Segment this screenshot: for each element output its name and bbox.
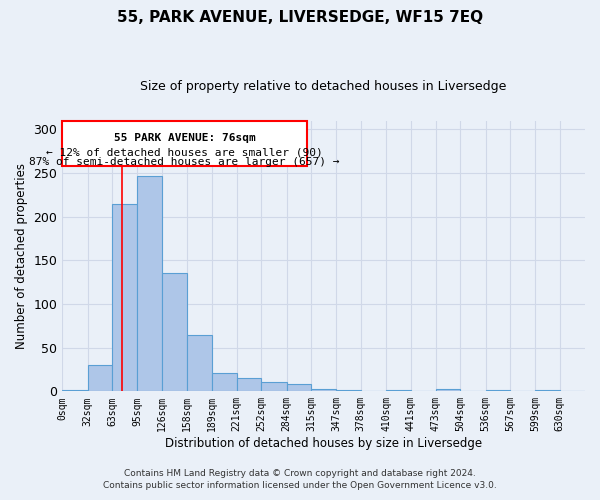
X-axis label: Distribution of detached houses by size in Liversedge: Distribution of detached houses by size …: [165, 437, 482, 450]
Text: ← 12% of detached houses are smaller (90): ← 12% of detached houses are smaller (90…: [46, 147, 323, 157]
Bar: [88, 365, 112, 392]
Bar: [137, 176, 162, 392]
Bar: [287, 384, 311, 392]
Y-axis label: Number of detached properties: Number of detached properties: [15, 163, 28, 349]
Bar: [212, 373, 237, 392]
Bar: [311, 388, 336, 392]
Text: 55, PARK AVENUE, LIVERSEDGE, WF15 7EQ: 55, PARK AVENUE, LIVERSEDGE, WF15 7EQ: [117, 10, 483, 25]
Text: Contains HM Land Registry data © Crown copyright and database right 2024.
Contai: Contains HM Land Registry data © Crown c…: [103, 468, 497, 490]
Bar: [386, 390, 410, 392]
Bar: [187, 334, 212, 392]
Bar: [237, 378, 261, 392]
Title: Size of property relative to detached houses in Liversedge: Size of property relative to detached ho…: [140, 80, 507, 93]
Text: 87% of semi-detached houses are larger (657) →: 87% of semi-detached houses are larger (…: [29, 156, 340, 166]
Bar: [112, 204, 137, 392]
Bar: [485, 390, 510, 392]
FancyBboxPatch shape: [62, 120, 307, 166]
Bar: [436, 388, 460, 392]
Bar: [535, 390, 560, 392]
Text: 55 PARK AVENUE: 76sqm: 55 PARK AVENUE: 76sqm: [114, 133, 256, 143]
Bar: [162, 272, 187, 392]
Bar: [261, 382, 287, 392]
Bar: [62, 390, 88, 392]
Bar: [336, 390, 361, 392]
